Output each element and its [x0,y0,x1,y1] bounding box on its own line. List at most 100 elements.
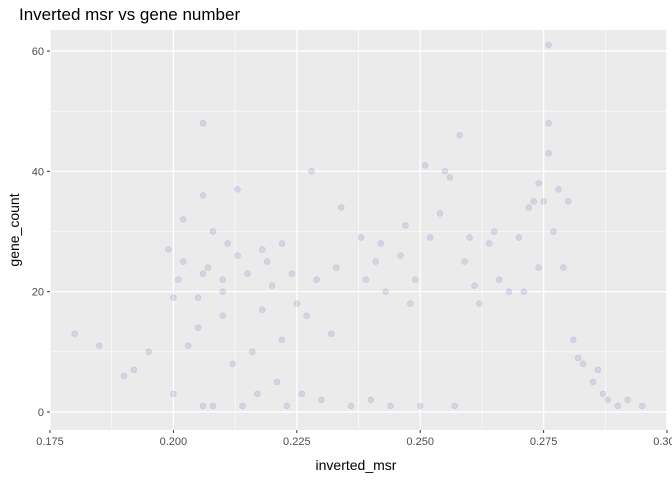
data-point [249,348,256,356]
data-point [421,162,429,169]
data-point [120,372,128,380]
data-point [357,234,365,241]
data-point [490,228,498,235]
x-tick-label: 0.275 [530,436,558,448]
data-point [199,270,207,277]
data-point [337,204,345,211]
data-point [555,186,562,193]
data-point [382,288,389,295]
minor-gridlines [50,30,667,430]
data-point [540,198,547,205]
data-point [308,168,315,175]
data-point [239,402,246,410]
data-point [209,402,217,410]
data-point [461,258,468,265]
data-point [145,348,153,356]
data-point [520,288,528,295]
data-point [194,324,202,332]
y-tick-label: 20 [32,287,44,299]
x-tick-label: 0.300 [653,436,672,448]
data-point [456,131,463,139]
data-point [367,396,375,404]
data-point [234,186,241,193]
data-point [254,390,261,398]
data-point [471,282,478,289]
data-point [377,240,385,247]
data-point [170,390,177,398]
data-point [416,402,424,410]
data-point [229,360,236,368]
data-point [599,390,607,398]
data-point [594,366,602,374]
x-tick-label: 0.200 [160,436,188,448]
data-point [387,402,394,410]
x-tick-label: 0.250 [406,436,434,448]
y-tick-label: 0 [38,407,44,419]
data-point [402,222,409,229]
data-point [589,378,597,386]
data-point [397,252,404,259]
data-point [219,276,227,283]
data-point [486,240,493,247]
data-point [219,312,227,320]
data-point [209,228,217,235]
data-point [446,174,454,181]
data-point [362,276,370,283]
data-point [441,168,449,175]
y-axis: 0 20 40 60 [32,46,50,419]
y-tick-label: 60 [32,46,44,58]
data-point [515,234,523,241]
data-point [525,204,533,211]
data-point [224,240,231,247]
data-point [179,216,187,223]
data-point [426,234,434,241]
data-point [303,312,310,320]
data-point [293,300,301,307]
data-point [278,336,286,344]
data-point [244,270,251,277]
data-point [574,354,582,362]
data-point [545,150,552,157]
chart-title: Inverted msr vs gene number [19,5,240,24]
data-point [614,402,621,410]
data-point [495,276,503,283]
data-point [545,41,552,49]
data-point [476,300,483,307]
data-point [372,258,380,265]
data-point [288,270,296,277]
x-tick-label: 0.175 [36,436,64,448]
data-point [332,264,340,271]
data-point [184,342,192,350]
data-point [194,294,202,301]
data-point [530,198,538,205]
data-point [199,402,207,410]
data-point [258,306,266,313]
data-point [639,402,646,410]
data-point [199,119,207,127]
data-point [219,288,227,295]
data-point [347,402,355,410]
y-tick-label: 40 [32,166,44,178]
y-axis-title: gene_count [6,193,22,266]
data-point [535,264,542,271]
data-point [564,198,572,205]
major-gridlines [49,30,668,430]
x-axis-title: inverted_msr [316,457,397,473]
data-points [71,41,646,410]
data-point [407,300,414,307]
data-point [604,396,612,404]
data-point [550,228,557,235]
data-point [179,258,187,265]
data-point [624,396,631,404]
data-point [130,366,138,374]
data-point [283,402,291,410]
data-point [318,396,325,404]
data-point [451,402,459,410]
data-point [199,192,207,199]
data-point [71,330,78,338]
x-axis: 0.175 0.200 0.225 0.250 0.275 0.300 [36,430,672,448]
data-point [436,210,444,217]
data-point [234,252,241,259]
data-point [579,360,587,368]
data-point [328,330,335,338]
